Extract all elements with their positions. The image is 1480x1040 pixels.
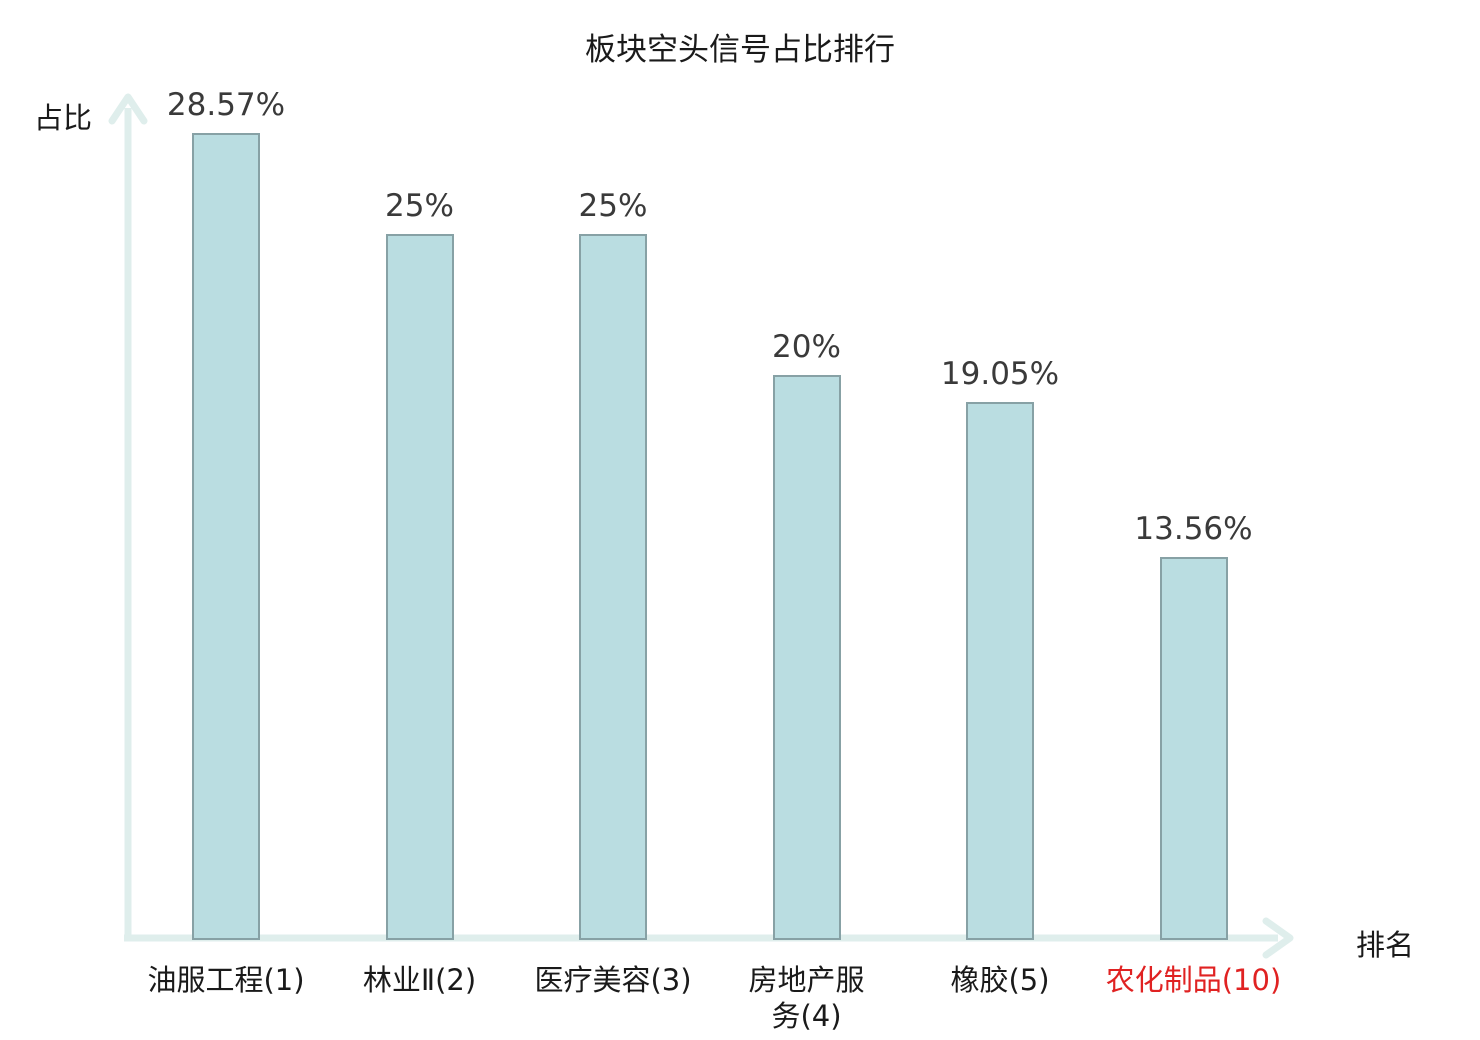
bar-value-label: 25%: [385, 188, 454, 224]
x-axis-label: 排名: [1356, 928, 1415, 962]
bar-value-label: 20%: [772, 329, 841, 365]
category-label: 林业Ⅱ(2): [362, 963, 477, 997]
category-label: 医疗美容(3): [534, 963, 692, 997]
bar: [579, 234, 647, 940]
bar-value-label: 25%: [578, 188, 648, 224]
category-label: 农化制品(10): [1105, 963, 1282, 997]
y-axis-arrow-icon: [108, 93, 148, 125]
bar: [772, 375, 841, 940]
category-label: 房地产服务(4): [748, 963, 865, 1034]
category-label: 油服工程(1): [147, 963, 305, 997]
bar-value-label: 28.57%: [166, 87, 286, 123]
bar: [966, 402, 1034, 940]
y-axis-label: 占比: [34, 101, 93, 135]
bar-value-label: 19.05%: [940, 356, 1060, 392]
bar: [192, 133, 260, 940]
chart-title: 板块空头信号占比排行: [585, 32, 895, 68]
bar: [385, 234, 454, 940]
bar-value-label: 13.56%: [1134, 511, 1253, 547]
category-label: 橡胶(5): [950, 963, 1050, 997]
bar: [1159, 557, 1228, 940]
x-axis-arrow-icon: [1262, 917, 1294, 959]
